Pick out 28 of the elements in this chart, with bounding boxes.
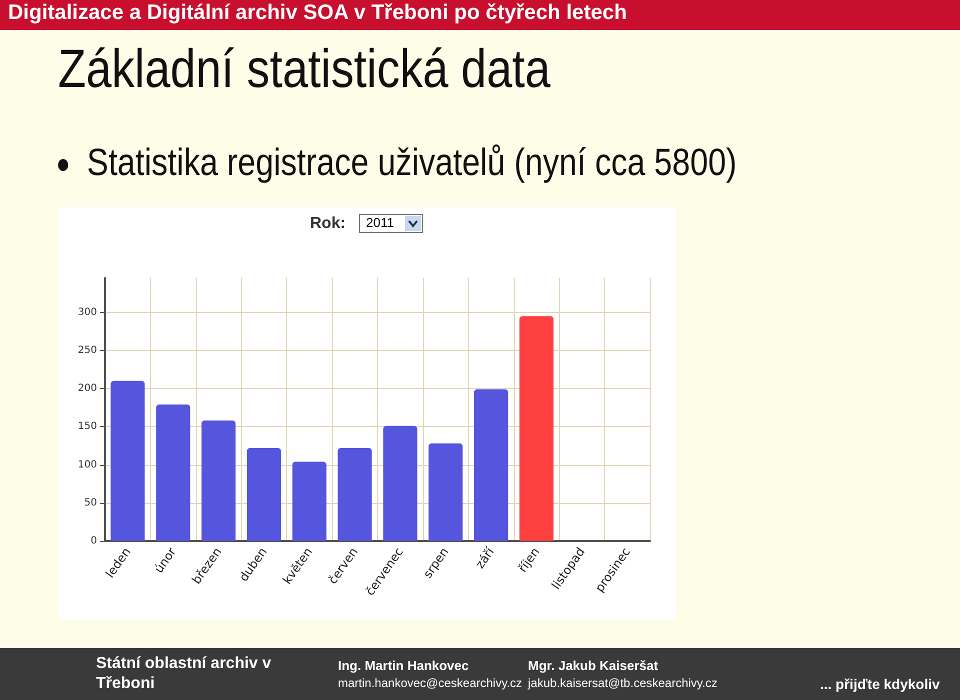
- bar: [338, 448, 372, 541]
- y-tick-label: 50: [84, 497, 97, 508]
- chart-title: Digitalizace a Digitální archiv SOA v Třeboni po čtyřech letech: [7, 0, 628, 25]
- bar: [383, 426, 418, 541]
- text: ... přijďte kdykoliv: [820, 676, 940, 692]
- y-tick-label: 200: [78, 383, 97, 394]
- chart-subtitle: Základní statistická data: [58, 38, 550, 100]
- text: Státní oblastní archiv v Třeboni: [96, 654, 272, 694]
- y-tick-label: 300: [78, 306, 97, 318]
- bar: [474, 389, 508, 541]
- y-tick-label: 0: [90, 536, 97, 546]
- bar: [428, 443, 463, 541]
- text: Ing. Martin Hankovec: [338, 658, 469, 673]
- text: martin.hankovec@ceskearchivy.cz: [338, 676, 522, 690]
- text: Statistika registrace uživatelů (nyní cca 5800): [86, 142, 737, 184]
- y-tick-label: 100: [78, 459, 97, 470]
- text: 2011: [365, 215, 394, 230]
- text: Rok:: [310, 215, 346, 233]
- bar: [156, 404, 190, 541]
- text: Mgr. Jakub Kaiseršat: [528, 658, 658, 673]
- y-tick-label: 250: [78, 344, 97, 356]
- bar: [110, 380, 145, 541]
- bar: [292, 462, 326, 541]
- bar: [246, 448, 281, 541]
- bar: [519, 316, 554, 541]
- bar: [202, 420, 236, 541]
- text: jakub.kaisersat@tb.ceskearchivy.cz: [528, 676, 718, 690]
- y-tick-label: 150: [78, 421, 97, 432]
